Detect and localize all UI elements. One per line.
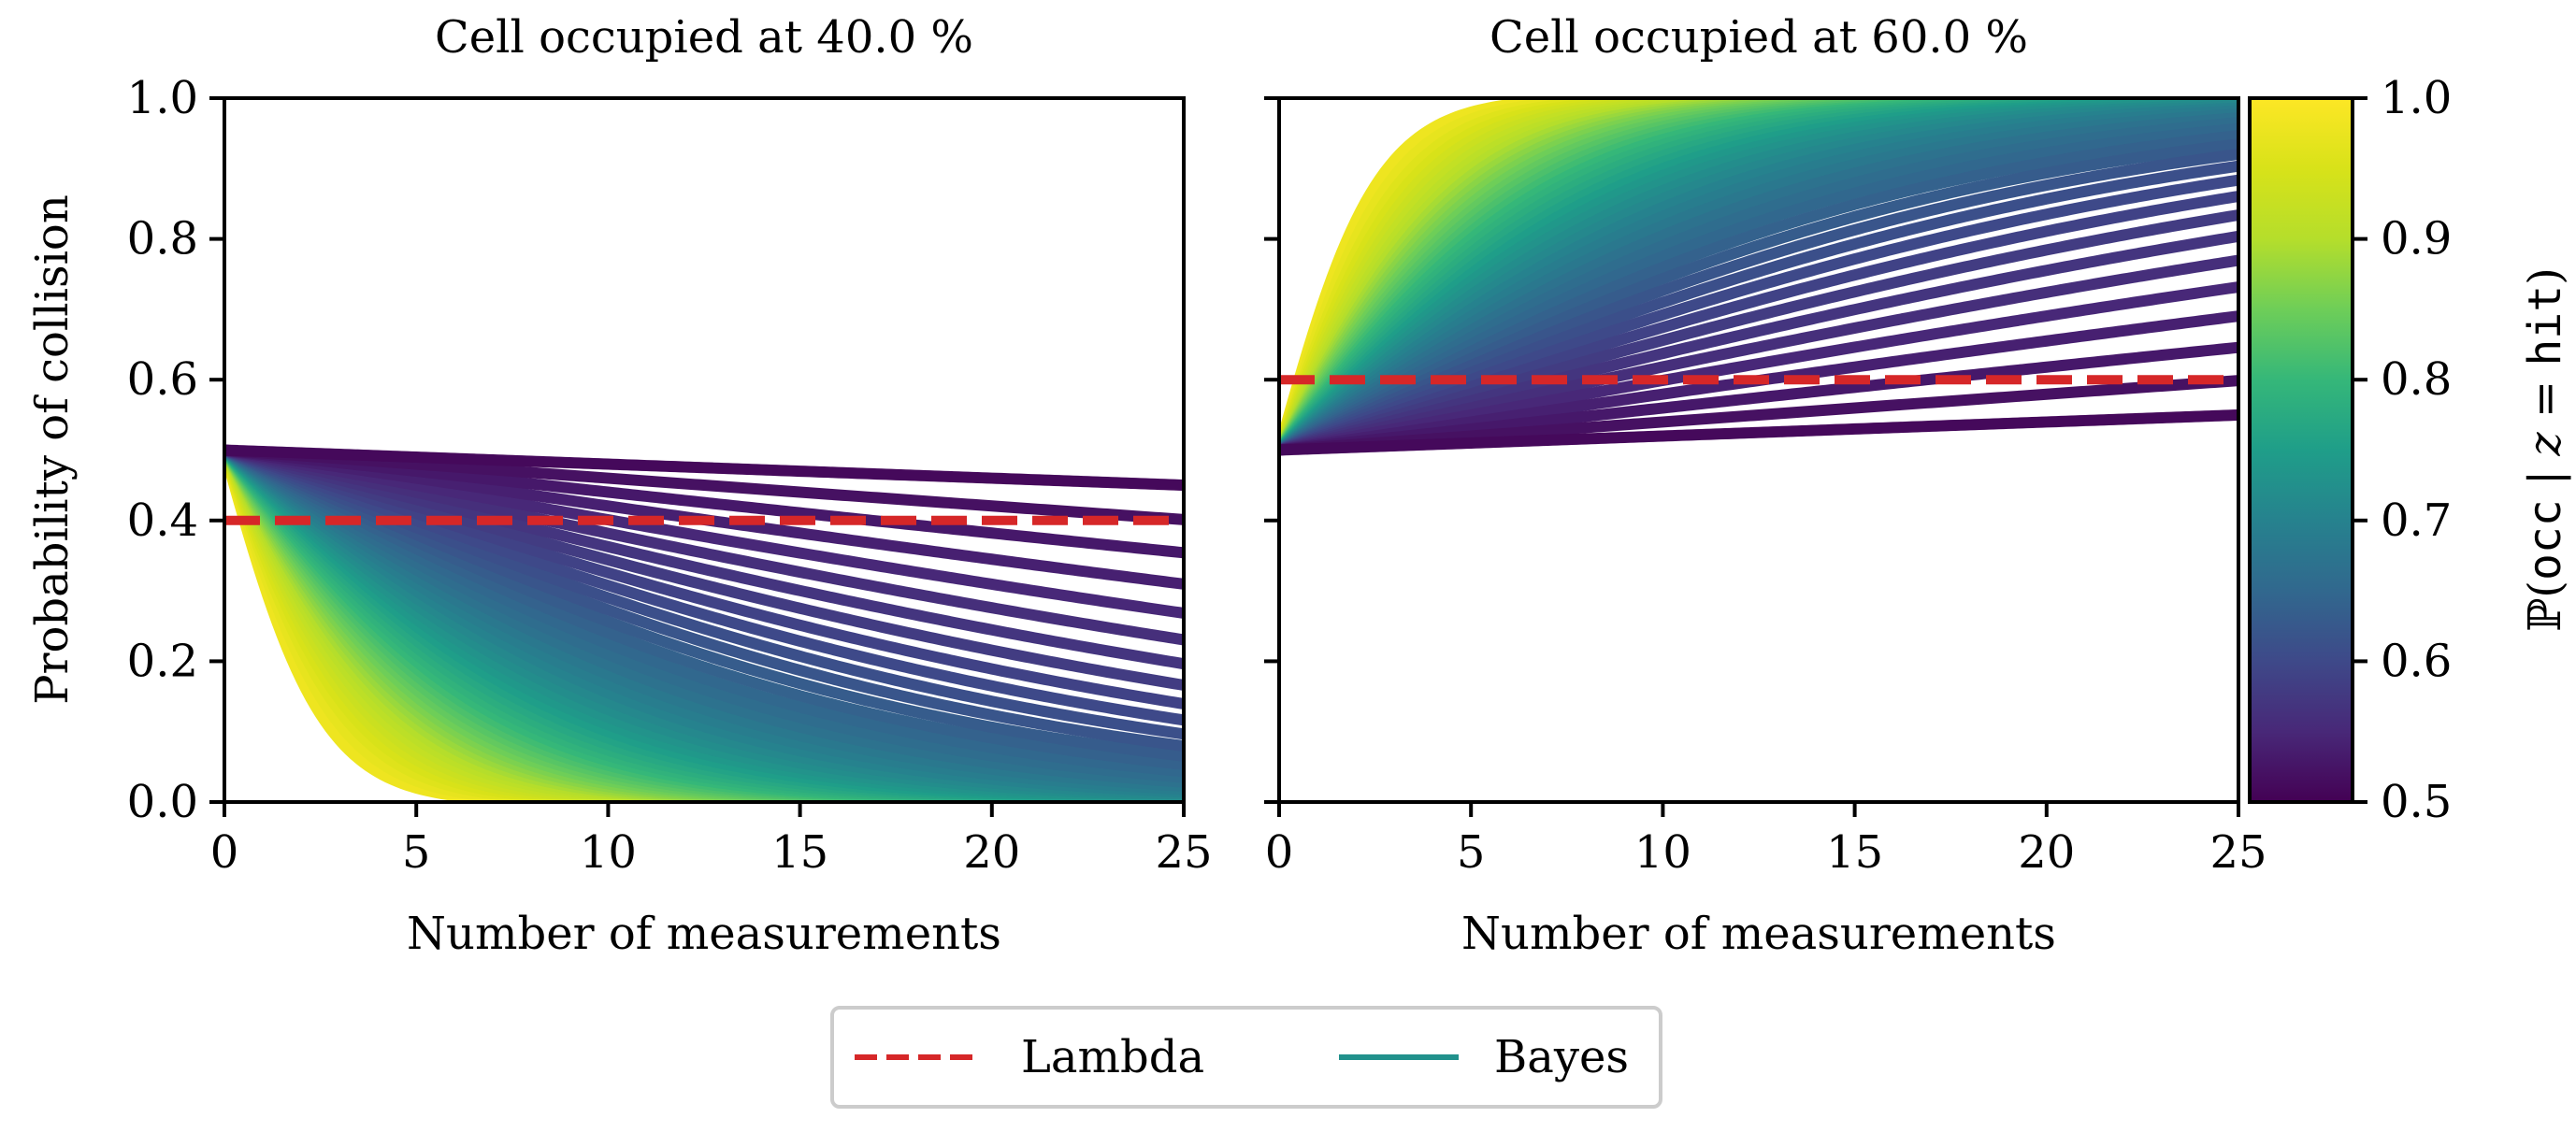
y-axis-ticks bbox=[1264, 96, 1279, 804]
axes-frame bbox=[223, 96, 1186, 804]
colorbar-tick-label: 0.7 bbox=[2381, 494, 2452, 547]
y-tick-label: 1.0 bbox=[127, 72, 198, 124]
x-tick-label: 15 bbox=[1826, 826, 1883, 879]
bayes-curve bbox=[224, 444, 1184, 670]
colorbar-label-mid: | z = bbox=[2519, 366, 2571, 500]
x-tick-label: 25 bbox=[1155, 826, 1212, 879]
x-axis-ticks: 0 5 10 15 20 25 bbox=[210, 802, 1213, 879]
bayes-curve bbox=[224, 444, 1184, 646]
x-tick-label: 5 bbox=[402, 826, 431, 879]
x-tick-label: 5 bbox=[1457, 826, 1486, 879]
bayes-curve bbox=[224, 444, 1184, 726]
colorbar-tick-label: 0.8 bbox=[2381, 353, 2452, 406]
legend: Lambda Bayes bbox=[830, 1006, 1662, 1109]
x-tick-label: 15 bbox=[771, 826, 828, 879]
legend-lambda-label: Lambda bbox=[1021, 1031, 1204, 1083]
subplot-title: Cell occupied at 40.0 % bbox=[435, 11, 973, 64]
bayes-curve bbox=[1279, 209, 2238, 456]
colorbar-label-prefix: ℙ( bbox=[2519, 580, 2571, 632]
bayes-curve bbox=[224, 444, 1184, 525]
bayes-curve bbox=[1279, 408, 2238, 456]
x-tick-label: 0 bbox=[1265, 826, 1294, 879]
colorbar-label-suffix: ) bbox=[2519, 267, 2571, 285]
bayes-series-group bbox=[224, 444, 1184, 802]
colorbar-tick-label: 0.9 bbox=[2381, 213, 2452, 265]
bayes-curve bbox=[224, 444, 1184, 559]
bayes-curve bbox=[1279, 375, 2238, 456]
subplot-title: Cell occupied at 60.0 % bbox=[1489, 11, 2028, 64]
y-tick-label: 0.2 bbox=[127, 635, 198, 687]
y-axis-ticks: 0.0 0.2 0.4 0.6 0.8 1.0 bbox=[127, 72, 224, 828]
bayes-curve bbox=[224, 444, 1184, 492]
bayes-curve bbox=[1279, 230, 2238, 456]
colorbar-label: ℙ(occ | z = hit) bbox=[2519, 267, 2571, 632]
y-tick-label: 0.0 bbox=[127, 776, 198, 828]
subplot-left: 0 5 10 15 20 25 0.0 0.2 0.4 0.6 0.8 1.0 Cell occup… bbox=[26, 11, 1213, 960]
x-tick-label: 20 bbox=[963, 826, 1020, 879]
x-axis-ticks: 0 5 10 15 20 25 bbox=[1265, 802, 2267, 879]
bayes-curve bbox=[224, 444, 1184, 691]
x-tick-label: 20 bbox=[2018, 826, 2075, 879]
axes-frame bbox=[1277, 96, 2240, 804]
colorbar-label-hit: hit bbox=[2519, 285, 2571, 366]
bayes-series-group bbox=[1279, 98, 2238, 456]
y-tick-label: 0.8 bbox=[127, 213, 198, 265]
colorbar: 0.5 0.6 0.7 0.8 0.9 1.0 ℙ(occ | z = hit) bbox=[2248, 72, 2571, 828]
x-tick-label: 25 bbox=[2209, 826, 2267, 879]
bayes-curve bbox=[1279, 254, 2238, 456]
x-tick-label: 10 bbox=[580, 826, 637, 879]
y-tick-label: 0.4 bbox=[127, 494, 198, 547]
x-axis-label: Number of measurements bbox=[1461, 908, 2056, 960]
y-tick-label: 0.6 bbox=[127, 353, 198, 406]
legend-bayes-label: Bayes bbox=[1494, 1031, 1629, 1083]
bayes-curve bbox=[1279, 341, 2238, 456]
colorbar-label-occ: occ bbox=[2519, 499, 2571, 580]
subplot-right: 0 5 10 15 20 25 Cell occupied at 60.0 % Numbe… bbox=[1264, 11, 2267, 960]
bayes-curve bbox=[1279, 281, 2238, 456]
x-axis-label: Number of measurements bbox=[407, 908, 1001, 960]
y-axis-label: Probability of collision bbox=[26, 194, 79, 704]
x-tick-label: 10 bbox=[1634, 826, 1691, 879]
colorbar-tick-label: 0.5 bbox=[2381, 776, 2452, 828]
colorbar-gradient bbox=[2248, 96, 2354, 804]
colorbar-tick-label: 1.0 bbox=[2381, 72, 2452, 124]
colorbar-tick-label: 0.6 bbox=[2381, 635, 2452, 687]
bayes-curve bbox=[1279, 174, 2238, 456]
x-tick-label: 0 bbox=[210, 826, 239, 879]
legend-frame bbox=[830, 1006, 1662, 1109]
bayes-curve bbox=[224, 444, 1184, 619]
bayes-curve bbox=[224, 444, 1184, 709]
colorbar-ticks: 0.5 0.6 0.7 0.8 0.9 1.0 bbox=[2353, 72, 2452, 828]
bayes-curve bbox=[1279, 191, 2238, 456]
